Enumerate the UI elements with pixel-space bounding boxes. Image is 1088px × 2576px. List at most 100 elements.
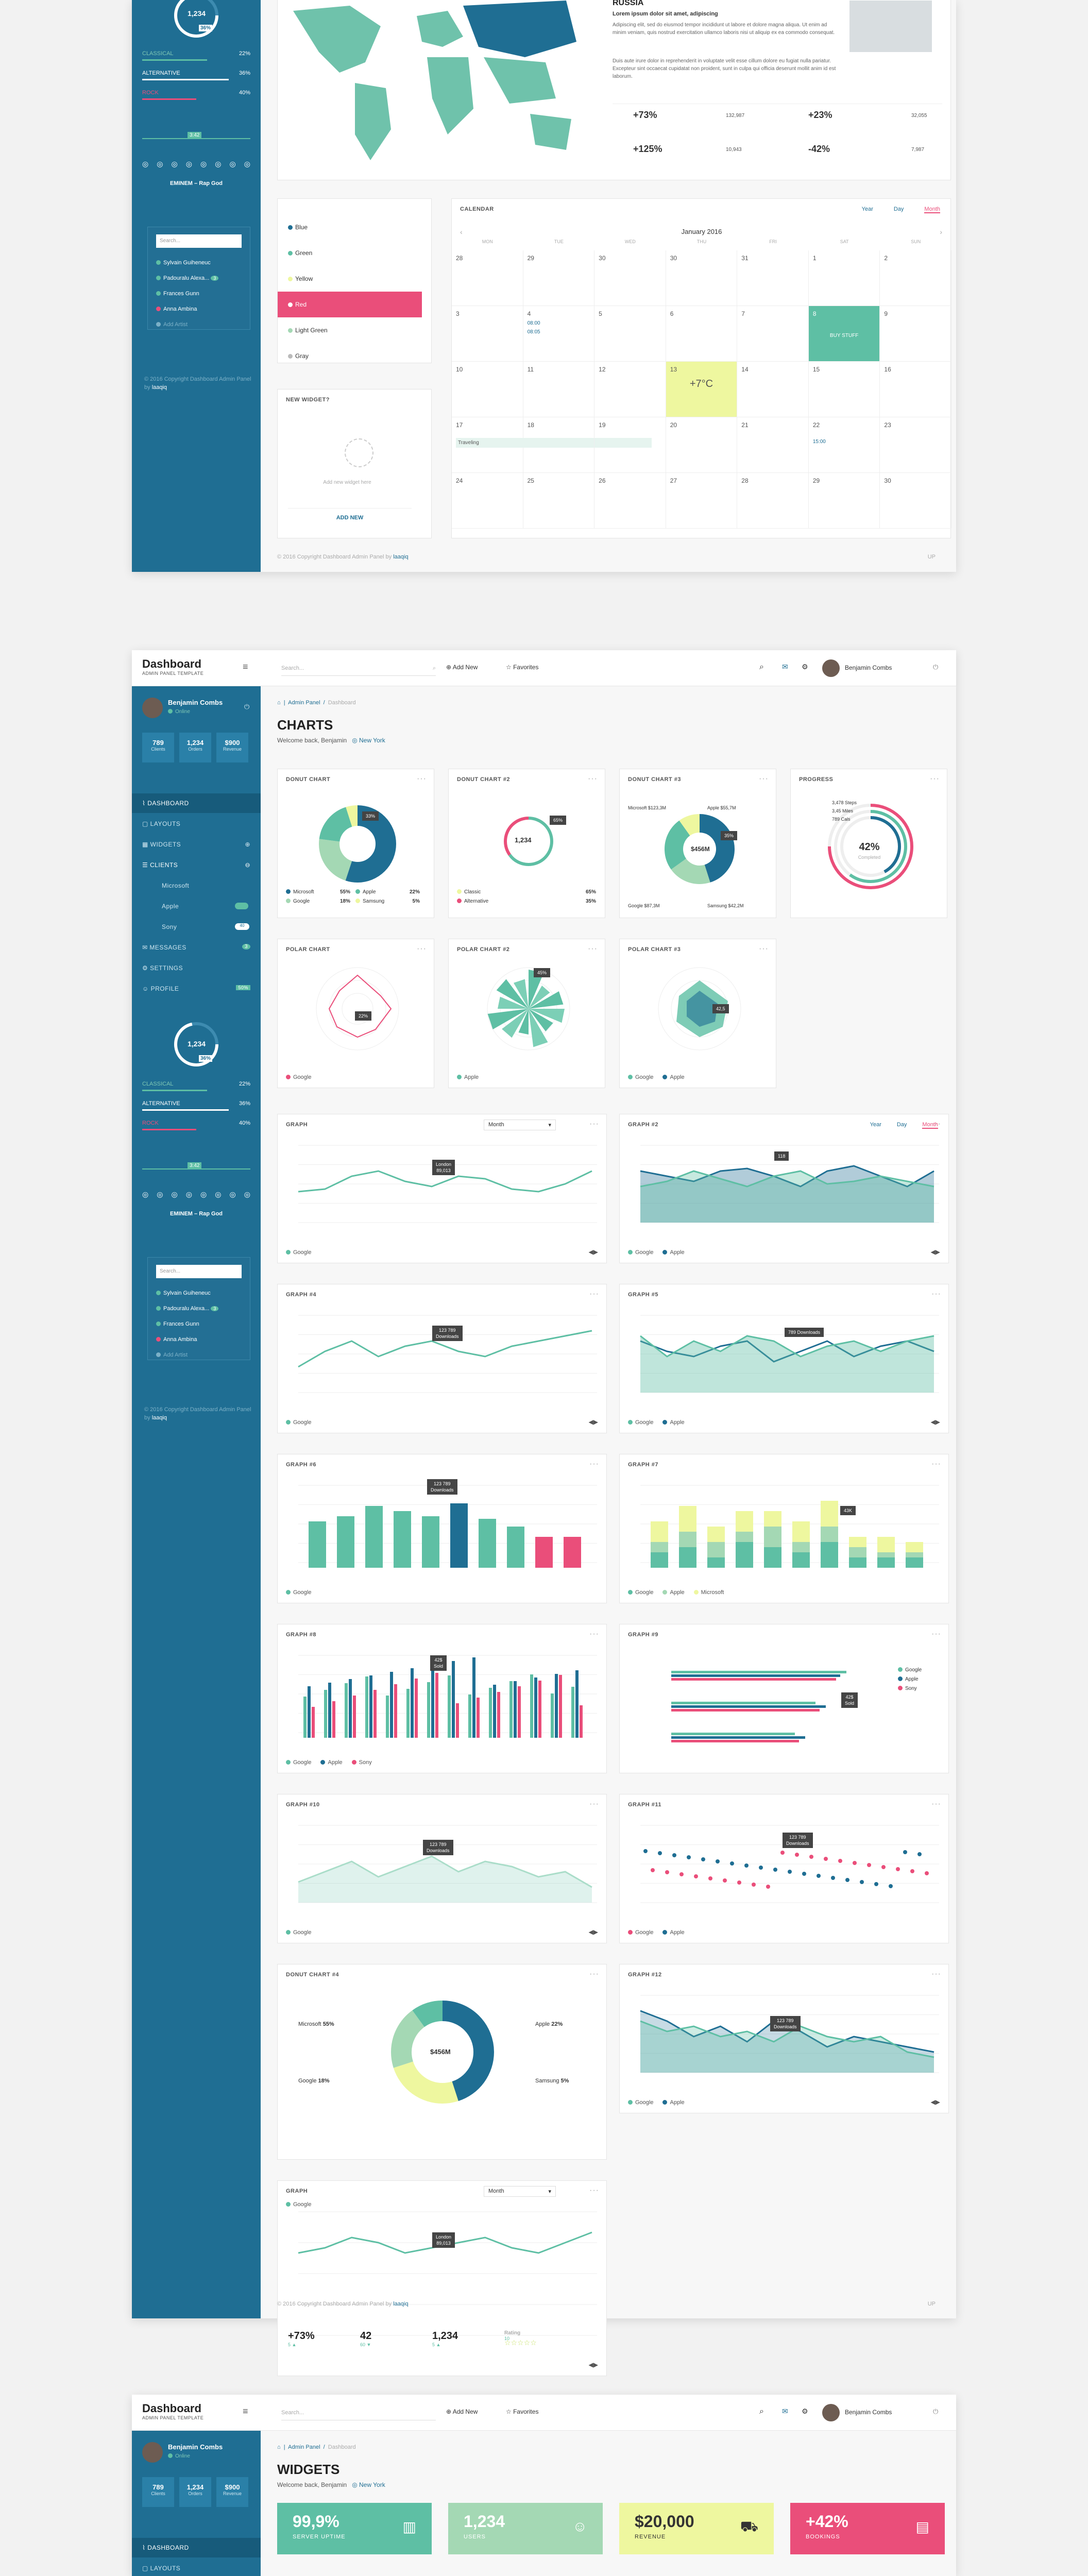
user-item[interactable]: Frances Gunn (156, 286, 242, 301)
calendar-day[interactable]: 28 (737, 473, 809, 529)
calendar-day[interactable]: 3 (452, 306, 523, 362)
calendar-day[interactable]: 29 (808, 473, 880, 529)
color-item[interactable]: Gray (288, 343, 422, 369)
more-icon[interactable]: ··· (931, 1630, 941, 1638)
legend-item[interactable]: Google (286, 1419, 311, 1426)
shuffle-icon[interactable]: ◎ (244, 160, 250, 168)
more-icon[interactable]: ··· (589, 1970, 599, 1978)
more-icon[interactable]: ··· (931, 1970, 941, 1978)
repeat-icon[interactable]: ◎ (229, 1190, 236, 1198)
legend-item[interactable]: Google (286, 1074, 311, 1080)
pager-icon[interactable]: ◀▶ (588, 2361, 598, 2368)
nav-microsoft[interactable]: Microsoft (162, 882, 190, 889)
rewind-icon[interactable]: ◎ (157, 1190, 163, 1198)
pager-icon[interactable]: ◀▶ (588, 1928, 598, 1936)
calendar-day[interactable]: 19 (594, 417, 666, 473)
tab-year[interactable]: Year (861, 206, 873, 212)
color-item[interactable]: Light Green (288, 317, 422, 343)
home-icon[interactable]: ⌂ (277, 700, 281, 706)
prev-month-icon[interactable]: ‹ (460, 228, 463, 236)
calendar-day[interactable]: 16 (880, 362, 951, 417)
home-icon[interactable]: ⌂ (277, 2444, 281, 2450)
legend-item[interactable]: Google (628, 1419, 653, 1426)
color-item[interactable]: Yellow (288, 266, 422, 292)
calendar-day[interactable]: 6 (666, 306, 738, 362)
power-icon[interactable]: ⏻ (933, 663, 939, 671)
nav-widgets[interactable]: ▦ WIDGETS ⊕ (142, 841, 250, 848)
color-item[interactable]: Blue (288, 214, 422, 240)
calendar-day[interactable]: 28 (452, 250, 523, 306)
calendar-day[interactable]: 5 (594, 306, 666, 362)
legend-item[interactable]: Google (628, 2099, 653, 2106)
nav-sony[interactable]: Sony (162, 923, 177, 930)
legend-item[interactable]: Sony (351, 1759, 372, 1766)
shuffle-icon[interactable]: ◎ (244, 1190, 250, 1198)
next-month-icon[interactable]: › (940, 228, 942, 236)
nav-dashboard[interactable]: ⌇ DASHBOARD (142, 800, 189, 807)
legend-item[interactable]: Apple (320, 1759, 343, 1766)
forward-icon[interactable]: ◎ (200, 160, 207, 168)
more-icon[interactable]: ··· (589, 2186, 599, 2195)
nav-apple[interactable]: Apple (162, 903, 179, 910)
charts-up-link[interactable]: UP (927, 2301, 936, 2307)
more-icon[interactable]: ··· (589, 1800, 599, 1808)
calendar-day[interactable]: 25 (523, 473, 595, 529)
user-item[interactable]: Padouralu Alexa... 3 (156, 270, 242, 286)
next-icon[interactable]: ◎ (215, 1190, 222, 1198)
user-search-input[interactable]: Search... (156, 234, 242, 248)
legend-item[interactable]: Google (628, 1249, 653, 1256)
gear-icon[interactable]: ⚙ (802, 663, 808, 671)
legend-item[interactable]: Apple (457, 1074, 479, 1080)
add-artist-link[interactable]: Add Artist (156, 317, 242, 332)
nav-clients[interactable]: ☰ CLIENTS ⊖ (142, 861, 250, 869)
more-icon[interactable]: ··· (589, 1630, 599, 1638)
tab-day[interactable]: Day (896, 1122, 907, 1128)
add-new-widget-button[interactable]: ADD NEW (288, 508, 412, 521)
tab-day[interactable]: Day (893, 206, 904, 212)
calendar-day[interactable]: 24 (452, 473, 523, 529)
calendar-day[interactable]: 18 (523, 417, 595, 473)
search-icon[interactable]: ⌕ (759, 663, 764, 671)
pager-icon[interactable]: ◀▶ (930, 1248, 940, 1256)
legend-item[interactable]: Microsoft (693, 1589, 724, 1596)
legend-item[interactable]: Google (286, 1589, 311, 1596)
more-icon[interactable]: ··· (417, 774, 427, 783)
calendar-day[interactable]: 22 15:00 (808, 417, 880, 473)
legend-item[interactable]: Google (628, 1589, 653, 1596)
hamburger-icon[interactable]: ≡ (243, 662, 248, 672)
top-search-input[interactable]: Search... (281, 2405, 436, 2420)
calendar-day[interactable]: 10 (452, 362, 523, 417)
legend-item[interactable]: Apple (662, 1419, 685, 1426)
favorites-button[interactable]: ☆ Favorites (506, 664, 539, 671)
legend-item[interactable]: Google (628, 1929, 653, 1936)
more-icon[interactable]: ··· (589, 1460, 599, 1468)
more-icon[interactable]: ··· (589, 1290, 599, 1298)
hamburger-icon[interactable]: ≡ (243, 2406, 248, 2416)
legend-item[interactable]: Google (286, 2201, 311, 2368)
calendar-day[interactable]: 8 BUY STUFF (808, 306, 880, 362)
calendar-day[interactable]: 9 (880, 306, 951, 362)
calendar-day[interactable]: 14 (737, 362, 809, 417)
pause-icon[interactable]: ◎ (185, 1190, 192, 1198)
calendar-day[interactable]: 30 (666, 250, 738, 306)
legend-item[interactable]: Apple (662, 1249, 685, 1256)
nav-messages[interactable]: ✉ MESSAGES 3 (142, 944, 250, 951)
forward-icon[interactable]: ◎ (200, 1190, 207, 1198)
more-icon[interactable]: ··· (417, 944, 427, 953)
pause-icon[interactable]: ◎ (185, 160, 192, 168)
prev-icon[interactable]: ◎ (142, 1190, 149, 1198)
legend-item[interactable]: Apple (662, 2099, 685, 2106)
calendar-day[interactable]: 1 (808, 250, 880, 306)
track-progress[interactable] (142, 138, 250, 139)
add-artist-link[interactable]: Add Artist (156, 1347, 242, 1363)
calendar-day[interactable]: 2 (880, 250, 951, 306)
favorites-button[interactable]: ☆ Favorites (506, 2408, 539, 2415)
power-icon[interactable]: ⏻ (244, 703, 250, 710)
nav-layouts[interactable]: ▢ LAYOUTS (142, 820, 181, 827)
month-select[interactable]: Month ▾ (484, 2186, 556, 2197)
calendar-day[interactable]: 29 (523, 250, 595, 306)
nav-profile[interactable]: ☺ PROFILE 50% (142, 985, 250, 992)
legend-item[interactable]: Google (286, 1249, 311, 1256)
more-icon[interactable]: ··· (588, 774, 598, 783)
color-item[interactable]: Green (288, 240, 422, 266)
